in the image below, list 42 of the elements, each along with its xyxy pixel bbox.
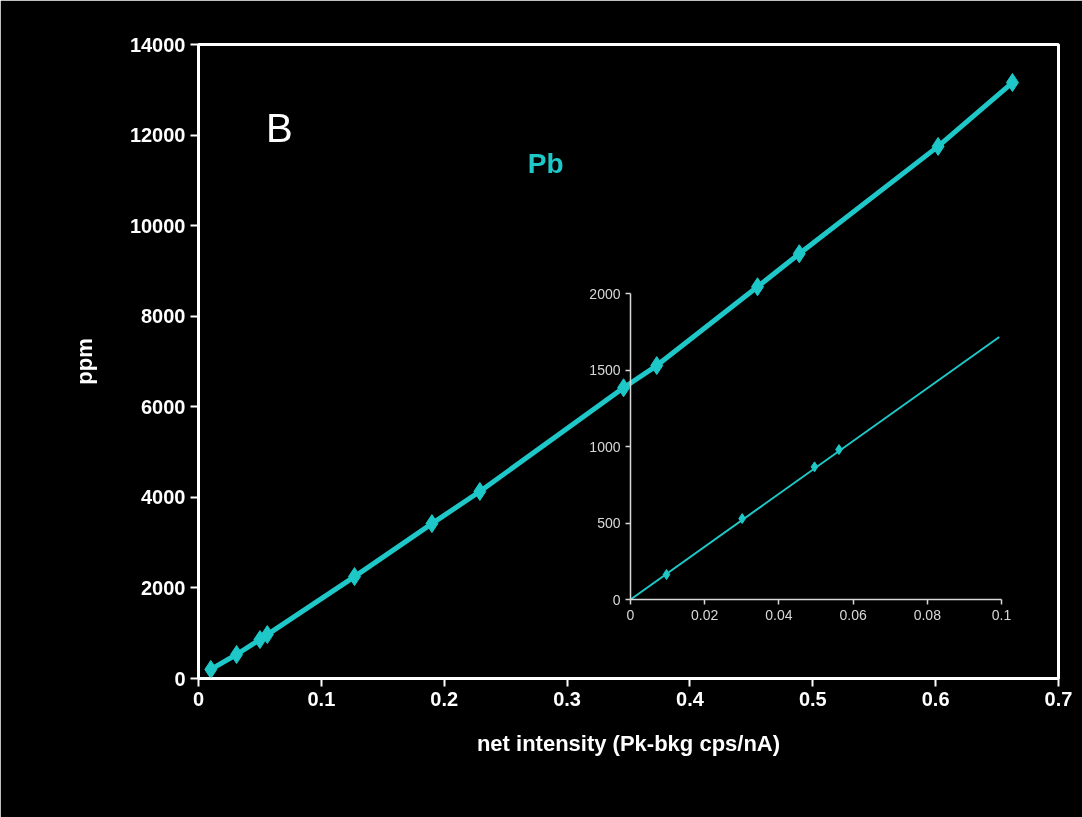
x-tick-label: 0.08 [913, 606, 942, 623]
y-tick-label: 2000 [141, 576, 186, 599]
x-tick-label: 0.02 [691, 606, 719, 623]
point [204, 659, 218, 679]
x-tick-label: 0.06 [839, 606, 867, 623]
point [617, 378, 631, 398]
point [348, 567, 362, 587]
point [931, 136, 945, 156]
y-tick-label: 14000 [129, 33, 186, 56]
y-tick-label: 2000 [589, 285, 621, 302]
x-tick-label: 0.7 [1044, 687, 1073, 710]
point [230, 645, 244, 664]
x-axis-title: net intensity (Pk-bkg cps/nA) [476, 730, 781, 756]
x-tick-label: 0.6 [921, 687, 950, 710]
y-tick-label: 1000 [589, 438, 621, 455]
x-tick-label: 0 [192, 687, 205, 710]
x-tick-label: 0.3 [553, 687, 581, 710]
text: Pb [527, 147, 564, 179]
point [1005, 73, 1019, 93]
x-tick-label: 0.4 [676, 687, 705, 710]
x-tick-label: 0.1 [307, 687, 336, 710]
x-tick-label: 0.2 [430, 687, 459, 710]
y-tick-label: 1500 [589, 362, 621, 378]
x-tick-label: 0.5 [798, 687, 827, 710]
point [650, 356, 664, 376]
x-tick-label: 0 [626, 606, 635, 623]
point [260, 625, 274, 645]
y-tick-label: 500 [597, 515, 621, 531]
y-axis-title: ppm [71, 338, 97, 385]
point [473, 481, 487, 501]
x-tick-label: 0.1 [991, 606, 1012, 623]
y-tick-label: 12000 [129, 124, 186, 147]
y-tick-label: 0 [612, 591, 621, 608]
y-tick-label: 0 [174, 667, 186, 690]
y-tick-label: 6000 [141, 395, 186, 418]
point [425, 514, 439, 534]
point [792, 244, 806, 264]
annotation: B [266, 106, 293, 151]
y-tick-label: 4000 [141, 486, 186, 509]
x-tick-label: 0.04 [765, 606, 793, 623]
y-tick-label: 10000 [129, 214, 186, 237]
y-tick-label: 8000 [141, 305, 186, 328]
